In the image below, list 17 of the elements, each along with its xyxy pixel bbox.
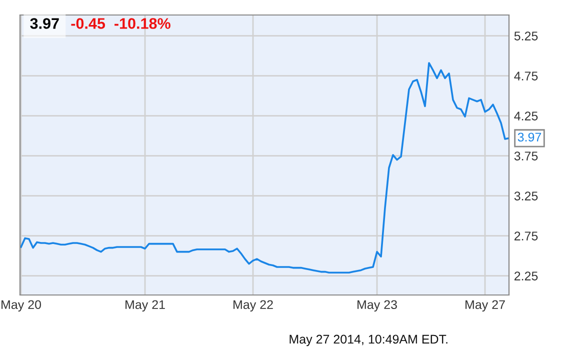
x-tick-label: May 20 [2, 300, 42, 312]
line-series [20, 62, 509, 274]
x-tick-label: May 27 [466, 300, 505, 312]
x-tick-label: May 23 [358, 300, 397, 312]
chart-subtitle: -0.45 -10.18% [71, 18, 170, 29]
text: 3.97 [518, 132, 542, 142]
text: May 27 2014, 10:49AM EDT. [290, 334, 448, 346]
y-tick-label: 2.25 [514, 272, 538, 280]
y-tick-label: 4.75 [514, 72, 538, 80]
y-tick-label: 2.75 [514, 232, 538, 240]
x-tick-label: May 21 [126, 300, 165, 312]
y-tick-label: 3.25 [514, 192, 538, 200]
x-tick-label: May 22 [234, 300, 273, 312]
y-tick-label: 3.75 [514, 152, 538, 160]
y-tick-label: 5.25 [514, 32, 538, 40]
chart-title: 3.97 [30, 18, 59, 29]
y-tick-label: 4.25 [514, 112, 538, 120]
